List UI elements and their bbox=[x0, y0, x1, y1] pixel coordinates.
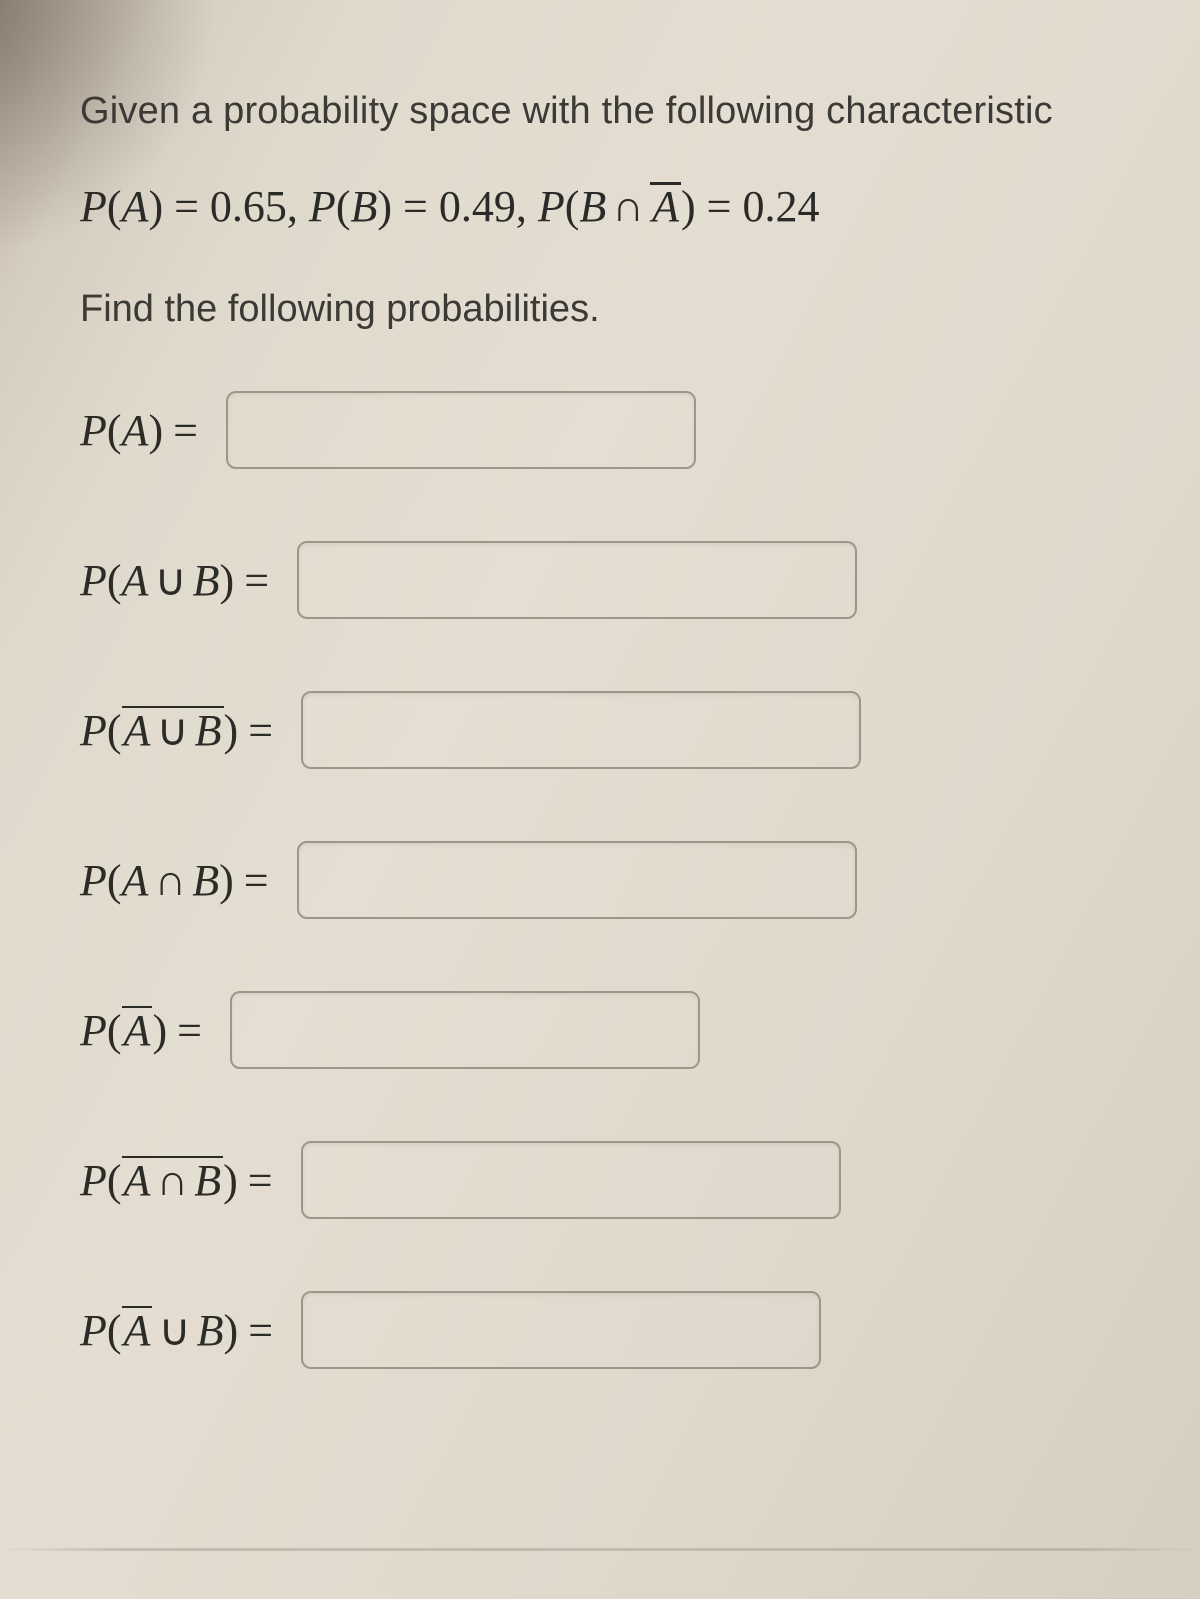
pb-and-nota-label: P(B∩A) bbox=[538, 182, 696, 231]
label-paub: P(A∪B) = bbox=[80, 555, 269, 606]
bottom-divider bbox=[0, 1548, 1200, 1551]
row-panb-complement: P(A∩B) = bbox=[80, 1141, 1200, 1219]
pb-value: 0.49 bbox=[439, 182, 516, 231]
label-pacompl-ub: P(A∪B) = bbox=[80, 1305, 273, 1356]
intro-text: Given a probability space with the follo… bbox=[80, 90, 1200, 133]
row-panb: P(A∩B) = bbox=[80, 841, 1200, 919]
row-paub-complement: P(A∪B) = bbox=[80, 691, 1200, 769]
worksheet-page: Given a probability space with the follo… bbox=[0, 0, 1200, 1599]
eq-sign: = bbox=[403, 182, 439, 231]
pb-label: P(B) bbox=[309, 182, 392, 231]
pa-value: 0.65 bbox=[210, 182, 287, 231]
row-pacompl-ub: P(A∪B) = bbox=[80, 1291, 1200, 1369]
label-panb: P(A∩B) = bbox=[80, 855, 269, 906]
input-paub-complement[interactable] bbox=[301, 691, 861, 769]
instruction-text: Find the following probabilities. bbox=[80, 288, 1200, 331]
pb-and-nota-value: 0.24 bbox=[742, 182, 819, 231]
row-paub: P(A∪B) = bbox=[80, 541, 1200, 619]
sep: , bbox=[287, 182, 309, 231]
sep: , bbox=[516, 182, 538, 231]
label-panb-complement: P(A∩B) = bbox=[80, 1155, 273, 1206]
eq-sign: = bbox=[174, 182, 210, 231]
eq-sign: = bbox=[707, 182, 743, 231]
input-paub[interactable] bbox=[297, 541, 857, 619]
input-pacompl-ub[interactable] bbox=[301, 1291, 821, 1369]
row-pa: P(A) = bbox=[80, 391, 1200, 469]
input-pa[interactable] bbox=[226, 391, 696, 469]
label-paub-complement: P(A∪B) = bbox=[80, 705, 273, 756]
row-pa-complement: P(A) = bbox=[80, 991, 1200, 1069]
pa-label: P(A) bbox=[80, 182, 163, 231]
input-panb-complement[interactable] bbox=[301, 1141, 841, 1219]
label-pa: P(A) = bbox=[80, 405, 198, 456]
input-pa-complement[interactable] bbox=[230, 991, 700, 1069]
given-equations: P(A) = 0.65, P(B) = 0.49, P(B∩A) = 0.24 bbox=[80, 181, 1200, 232]
input-panb[interactable] bbox=[297, 841, 857, 919]
label-pa-complement: P(A) = bbox=[80, 1005, 202, 1056]
